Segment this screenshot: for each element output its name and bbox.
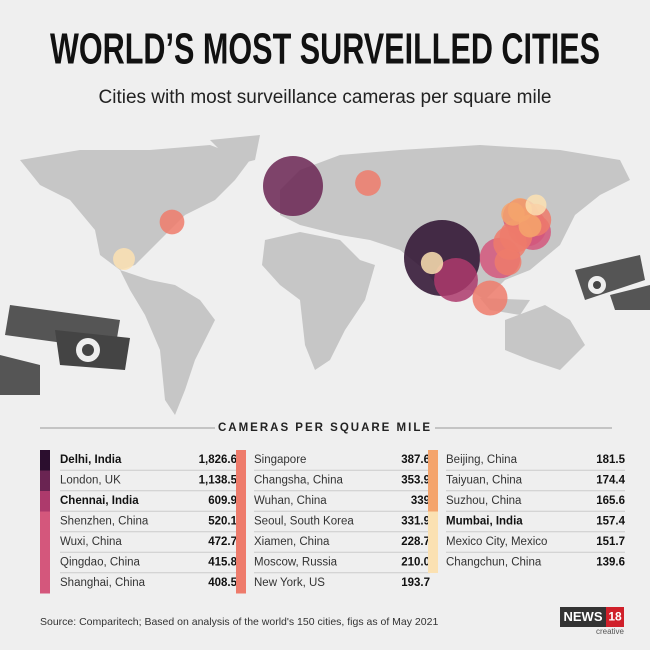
city-name: Delhi, India	[60, 454, 122, 466]
swatch	[40, 573, 50, 594]
value: 387.6	[401, 454, 430, 466]
city-bubble	[262, 155, 324, 217]
swatch	[428, 491, 438, 512]
value: 415.8	[208, 557, 237, 569]
city-name: London, UK	[60, 475, 121, 487]
value: 165.6	[596, 495, 625, 507]
city-bubble	[420, 251, 444, 275]
city-bubble	[355, 170, 381, 196]
swatch	[236, 470, 246, 491]
city-name: Moscow, Russia	[254, 557, 338, 569]
swatch	[236, 511, 246, 532]
swatch	[428, 470, 438, 491]
value: 609.9	[208, 495, 237, 507]
value: 520.1	[208, 516, 237, 528]
swatch	[236, 532, 246, 553]
city-bubble	[525, 194, 547, 216]
swatch	[236, 491, 246, 512]
city-name: Mexico City, Mexico	[446, 536, 547, 548]
value: 1,826.6	[199, 454, 237, 466]
city-name: Shanghai, China	[60, 577, 146, 589]
swatch	[236, 552, 246, 573]
swatch	[40, 532, 50, 553]
city-name: New York, US	[254, 577, 325, 589]
camera-right	[575, 255, 650, 310]
value: 1,138.5	[199, 475, 238, 487]
value: 193.7	[401, 577, 430, 589]
source: Source: Comparitech; Based on analysis o…	[40, 616, 438, 628]
logo-text: NEWS	[564, 609, 603, 624]
swatch	[40, 491, 50, 512]
city-bubble	[518, 214, 542, 238]
swatch	[40, 552, 50, 573]
city-name: Changchun, China	[446, 557, 542, 569]
value: 339	[411, 495, 430, 507]
city-bubble	[113, 248, 135, 270]
title: WORLD’S MOST SURVEILLED CITIES	[50, 25, 600, 74]
city-name: Singapore	[254, 454, 306, 466]
city-bubble	[159, 209, 185, 235]
city-bubble	[472, 280, 508, 316]
swatch	[428, 552, 438, 573]
swatch	[40, 470, 50, 491]
swatch	[40, 511, 50, 532]
table-title: CAMERAS PER SQUARE MILE	[218, 422, 432, 434]
value: 210.0	[401, 557, 430, 569]
city-name: Changsha, China	[254, 475, 343, 487]
value: 228.7	[401, 536, 430, 548]
swatch	[40, 450, 50, 471]
camera-left	[0, 305, 130, 395]
logo-number: 18	[608, 610, 622, 624]
city-name: Wuhan, China	[254, 495, 327, 507]
value: 157.4	[596, 516, 625, 528]
city-name: Chennai, India	[60, 495, 139, 507]
city-name: Suzhou, China	[446, 495, 522, 507]
city-bubble	[494, 248, 522, 276]
swatch	[428, 511, 438, 532]
city-name: Mumbai, India	[446, 516, 523, 528]
swatch	[236, 450, 246, 471]
subtitle: Cities with most surveillance cameras pe…	[99, 87, 552, 108]
swatch	[236, 573, 246, 594]
swatch	[428, 450, 438, 471]
value: 331.9	[401, 516, 430, 528]
value: 174.4	[596, 475, 625, 487]
city-name: Shenzhen, China	[60, 516, 149, 528]
city-name: Seoul, South Korea	[254, 516, 354, 528]
city-name: Taiyuan, China	[446, 475, 523, 487]
city-name: Qingdao, China	[60, 557, 141, 569]
value: 181.5	[596, 454, 625, 466]
city-bubble	[501, 202, 525, 226]
logo-sub: creative	[596, 627, 625, 636]
value: 151.7	[596, 536, 625, 548]
city-name: Xiamen, China	[254, 536, 330, 548]
city-name: Wuxi, China	[60, 536, 122, 548]
logo: NEWS 18 creative	[560, 607, 625, 636]
value: 472.7	[208, 536, 237, 548]
value: 408.5	[208, 577, 237, 589]
city-bubble	[434, 258, 478, 302]
value: 353.9	[401, 475, 430, 487]
city-name: Beijing, China	[446, 454, 518, 466]
swatch	[428, 532, 438, 553]
value: 139.6	[596, 557, 625, 569]
